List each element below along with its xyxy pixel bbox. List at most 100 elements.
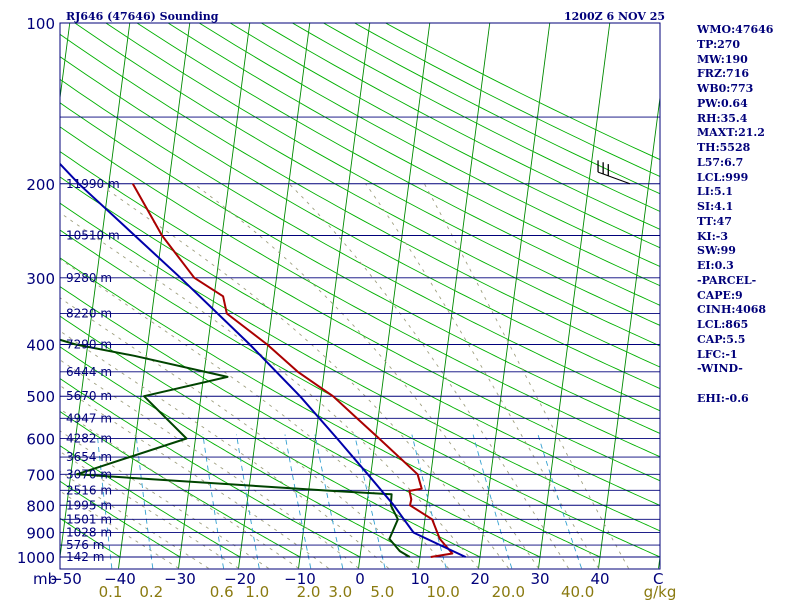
temperature-tick-label: 10 <box>410 570 429 588</box>
mixing-ratio-line <box>135 434 154 569</box>
mixing-ratio-line <box>411 434 447 569</box>
index-line: L57:6.7 <box>697 155 744 169</box>
isotherm-line <box>238 23 311 569</box>
mixing-ratio-line <box>202 434 225 569</box>
height-label: 7290 m <box>66 338 112 352</box>
observation-time: 1200Z 6 NOV 25 <box>564 10 665 23</box>
mixing-ratio-line <box>96 434 113 569</box>
moist-adiabat-line <box>424 183 629 569</box>
pressure-tick-label: 500 <box>26 388 55 406</box>
height-label: 6444 m <box>66 365 112 379</box>
mixing-ratio-line <box>472 434 513 569</box>
index-line: EI:0.3 <box>697 259 734 272</box>
temperature-tick-label: −40 <box>104 570 136 588</box>
temperature-tick-label: 40 <box>590 570 609 588</box>
index-line: SI:4.1 <box>697 200 734 213</box>
mixing-ratio-tick-label: 20.0 <box>492 583 525 600</box>
index-line: LI:5.1 <box>697 185 734 199</box>
index-line: TH:5528 <box>697 141 751 154</box>
height-label: 1028 m <box>66 526 112 540</box>
wind-barb-staff <box>597 171 631 185</box>
mixing-ratio-tick-label: 1.0 <box>245 583 269 600</box>
temperature-tick-label: −30 <box>164 570 196 588</box>
height-label: 5670 m <box>66 389 112 403</box>
index-line <box>697 377 797 392</box>
index-line: LFC:-1 <box>697 347 738 361</box>
height-label: 142 m <box>66 550 104 564</box>
index-line: WB0:773 <box>697 82 754 95</box>
isotherm-line <box>60 23 71 102</box>
pressure-tick-label: 400 <box>26 337 55 355</box>
index-line: LCL:865 <box>697 318 749 331</box>
index-line: -PARCEL- <box>697 273 757 287</box>
height-label: 3070 m <box>66 467 112 481</box>
plot-frame <box>59 22 661 570</box>
height-label: 1995 m <box>66 498 112 512</box>
height-label: 1501 m <box>66 512 112 526</box>
moist-adiabat-line <box>288 183 569 569</box>
temperature-tick-label: −20 <box>224 570 256 588</box>
moist-adiabat-line <box>60 385 329 569</box>
height-label: 11990 m <box>66 177 120 191</box>
index-line: CINH:4068 <box>697 303 767 317</box>
wind-barbs <box>597 160 631 185</box>
mixing-ratio-line <box>537 434 582 569</box>
isotherm-line <box>598 94 660 569</box>
indices-panel: WMO:47646 TP:270 MW:190 FRZ:716 WB0:773 PW:0.… <box>697 23 797 407</box>
height-label: 576 m <box>66 538 104 552</box>
temperature-tick-label: −10 <box>284 570 316 588</box>
height-label: 10510 m <box>66 228 120 242</box>
mixing-ratio-tick-label: 0.2 <box>139 583 163 600</box>
height-label: 4947 m <box>66 411 112 425</box>
pressure-tick-label: 900 <box>26 525 55 543</box>
sounding-curves <box>60 162 467 558</box>
mixing-ratio-tick-label: 0.1 <box>99 583 123 600</box>
moist-adiabat-line <box>193 183 539 569</box>
height-label: 4282 m <box>66 432 112 446</box>
mixing-ratio-tick-label: 5.0 <box>370 583 394 600</box>
moist-adiabat-line <box>60 408 299 569</box>
temperature-unit-label: C <box>653 570 663 588</box>
index-line: MAXT:21.2 <box>697 126 765 140</box>
index-line: CAP:5.5 <box>697 332 746 346</box>
mixing-ratio-line <box>284 434 312 569</box>
height-label: 2516 m <box>66 483 112 497</box>
moist-adiabat-line <box>60 297 419 569</box>
mixing-ratio-tick-label: 0.6 <box>210 583 234 600</box>
plot-background <box>60 23 660 569</box>
dewpoint-curve <box>60 338 411 558</box>
height-label: 8220 m <box>66 307 112 321</box>
isotherm-line <box>418 23 491 569</box>
index-line: KI:-3 <box>697 229 728 243</box>
index-line: RH:35.4 <box>697 111 748 125</box>
isotherm-line <box>60 23 131 561</box>
index-line: FRZ:716 <box>697 67 750 81</box>
mixing-ratio-tick-label: 2.0 <box>297 583 321 600</box>
pressure-tick-label: 700 <box>26 466 55 484</box>
station-title: RJ646 (47646) Sounding <box>66 10 219 23</box>
pressure-tick-label: 100 <box>26 15 55 33</box>
mixing-ratio-tick-label: 40.0 <box>561 583 594 600</box>
pressure-tick-label: 600 <box>26 431 55 449</box>
isotherm-line <box>538 23 611 569</box>
index-line: SW:99 <box>697 244 736 258</box>
temperature-tick-label: 30 <box>530 570 549 588</box>
index-line: CAPE:9 <box>697 288 743 302</box>
index-line: TT:47 <box>697 214 732 228</box>
pressure-tick-label: 800 <box>26 497 55 515</box>
index-line: -WIND- <box>697 362 743 376</box>
height-label: 3654 m <box>66 450 112 464</box>
index-line: TP:270 <box>697 37 741 51</box>
temperature-tick-label: 0 <box>355 570 365 588</box>
index-line: PW:0.64 <box>697 96 748 110</box>
mixing-ratio-line <box>314 434 344 569</box>
pressure-unit-label: mb <box>33 570 57 588</box>
temperature-tick-label: −50 <box>50 570 82 588</box>
isotherm-line <box>178 23 251 569</box>
temperature-curve <box>131 183 454 558</box>
parcel-curve <box>60 162 467 558</box>
index-line: WMO:47646 <box>697 23 774 36</box>
height-label: 9280 m <box>66 271 112 285</box>
moist-adiabat-line <box>98 183 509 569</box>
